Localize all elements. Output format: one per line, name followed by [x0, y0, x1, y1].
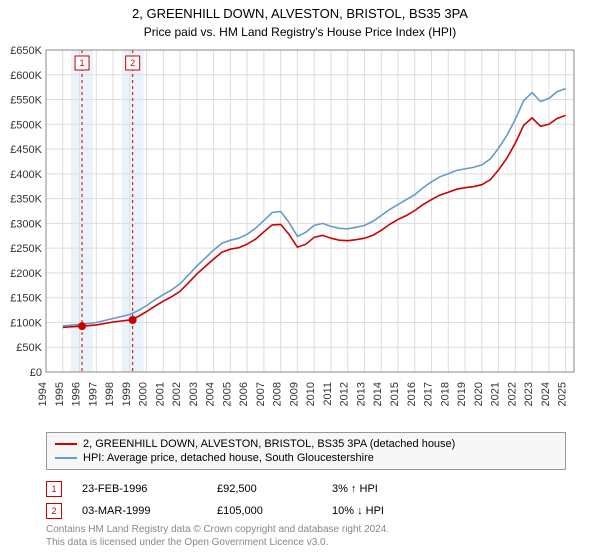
svg-text:2019: 2019 — [456, 382, 468, 406]
svg-text:2004: 2004 — [205, 382, 217, 406]
svg-text:2017: 2017 — [423, 382, 435, 406]
sale-delta: 3% ↑ HPI — [332, 483, 452, 495]
footer-line: Contains HM Land Registry data © Crown c… — [46, 524, 389, 537]
footer-line: This data is licensed under the Open Gov… — [46, 537, 389, 550]
sale-price: £105,000 — [217, 505, 332, 517]
svg-text:£350K: £350K — [10, 194, 42, 206]
svg-text:2025: 2025 — [557, 382, 569, 406]
svg-text:1994: 1994 — [37, 382, 49, 406]
legend-item: 2, GREENHILL DOWN, ALVESTON, BRISTOL, BS… — [55, 437, 557, 451]
svg-text:£650K: £650K — [10, 45, 42, 57]
svg-text:2005: 2005 — [221, 382, 233, 406]
svg-text:2003: 2003 — [188, 382, 200, 406]
chart-area: £0 £50K £100K £150K £200K £250K £300K £350K £400… — [0, 44, 600, 424]
svg-text:1995: 1995 — [54, 382, 66, 406]
sale-delta: 10% ↓ HPI — [332, 505, 452, 517]
svg-text:2002: 2002 — [171, 382, 183, 406]
chart-subtitle: Price paid vs. HM Land Registry's House … — [0, 23, 600, 39]
table-row: 2 03-MAR-1999 £105,000 10% ↓ HPI — [46, 500, 566, 522]
sale-marker-icon: 2 — [46, 503, 62, 519]
svg-text:2013: 2013 — [355, 382, 367, 406]
svg-text:2010: 2010 — [305, 382, 317, 406]
legend-label: HPI: Average price, detached house, Sout… — [83, 452, 374, 464]
svg-text:£500K: £500K — [10, 119, 42, 131]
svg-text:£300K: £300K — [10, 218, 42, 230]
footer-attribution: Contains HM Land Registry data © Crown c… — [46, 524, 389, 549]
sales-table: 1 23-FEB-1996 £92,500 3% ↑ HPI 2 03-MAR-… — [46, 478, 566, 522]
sale-date: 23-FEB-1996 — [82, 483, 217, 495]
legend-label: 2, GREENHILL DOWN, ALVESTON, BRISTOL, BS… — [83, 438, 455, 450]
sale-date: 03-MAR-1999 — [82, 505, 217, 517]
svg-text:1: 1 — [80, 58, 85, 68]
svg-text:£100K: £100K — [10, 317, 42, 329]
svg-text:£200K: £200K — [10, 268, 42, 280]
chart-title: 2, GREENHILL DOWN, ALVESTON, BRISTOL, BS… — [0, 0, 600, 23]
svg-text:1998: 1998 — [104, 382, 116, 406]
svg-text:2016: 2016 — [406, 382, 418, 406]
legend-item: HPI: Average price, detached house, Sout… — [55, 451, 557, 465]
svg-text:£250K: £250K — [10, 243, 42, 255]
svg-text:2001: 2001 — [154, 382, 166, 406]
chart-container: 2, GREENHILL DOWN, ALVESTON, BRISTOL, BS… — [0, 0, 600, 560]
svg-text:1997: 1997 — [87, 382, 99, 406]
svg-text:2014: 2014 — [372, 382, 384, 406]
legend: 2, GREENHILL DOWN, ALVESTON, BRISTOL, BS… — [46, 432, 566, 470]
legend-swatch — [55, 457, 77, 459]
svg-text:2006: 2006 — [238, 382, 250, 406]
svg-text:£150K: £150K — [10, 293, 42, 305]
svg-text:2022: 2022 — [506, 382, 518, 406]
svg-text:£450K: £450K — [10, 144, 42, 156]
legend-swatch — [55, 443, 77, 445]
svg-text:2008: 2008 — [272, 382, 284, 406]
svg-text:1996: 1996 — [71, 382, 83, 406]
svg-text:2000: 2000 — [138, 382, 150, 406]
svg-text:£600K: £600K — [10, 70, 42, 82]
svg-text:£550K: £550K — [10, 95, 42, 107]
chart-svg: £0 £50K £100K £150K £200K £250K £300K £350K £400… — [0, 44, 600, 424]
svg-text:2018: 2018 — [439, 382, 451, 406]
svg-text:£400K: £400K — [10, 169, 42, 181]
sale-marker-icon: 1 — [46, 481, 62, 497]
svg-text:2021: 2021 — [490, 382, 502, 406]
sale-price: £92,500 — [217, 483, 332, 495]
svg-text:2011: 2011 — [322, 382, 334, 406]
svg-text:2: 2 — [130, 58, 135, 68]
svg-text:2023: 2023 — [523, 382, 535, 406]
svg-text:2009: 2009 — [288, 382, 300, 406]
table-row: 1 23-FEB-1996 £92,500 3% ↑ HPI — [46, 478, 566, 500]
svg-text:£50K: £50K — [16, 342, 42, 354]
svg-text:2015: 2015 — [389, 382, 401, 406]
svg-text:2007: 2007 — [255, 382, 267, 406]
svg-text:£0: £0 — [30, 367, 42, 379]
svg-text:2012: 2012 — [339, 382, 351, 406]
svg-text:2020: 2020 — [473, 382, 485, 406]
svg-text:2024: 2024 — [540, 382, 552, 406]
svg-text:1999: 1999 — [121, 382, 133, 406]
